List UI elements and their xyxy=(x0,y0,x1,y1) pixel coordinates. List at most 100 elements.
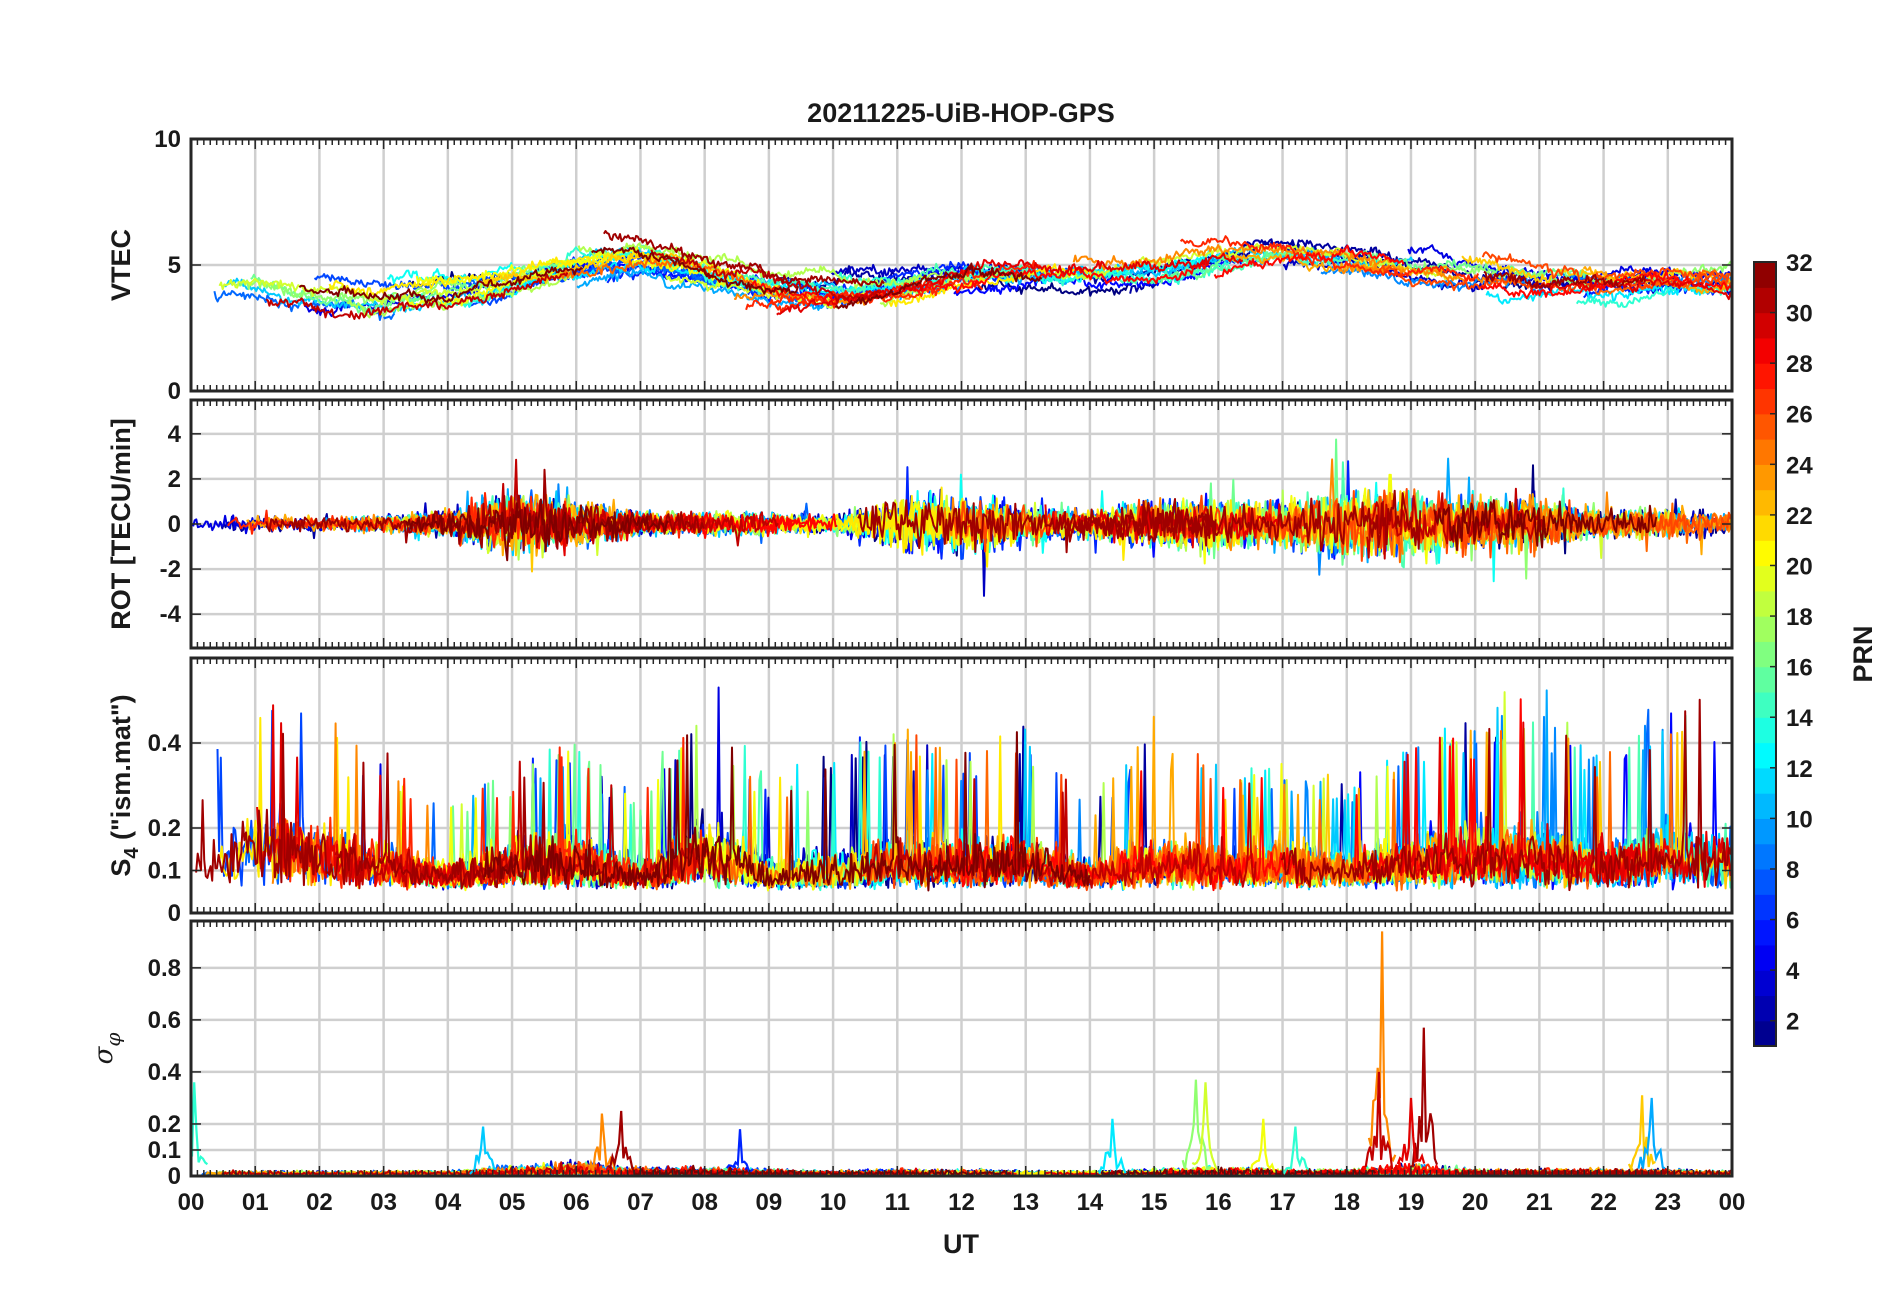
sigma-event-spike xyxy=(1364,1071,1394,1170)
colorbar-segment xyxy=(1754,489,1776,516)
x-tick-label: 10 xyxy=(820,1189,847,1216)
y-axis-label-sigma_phi: σφ xyxy=(89,1033,125,1065)
y-tick-label: 0.2 xyxy=(148,815,181,842)
x-tick-label: 11 xyxy=(885,1189,910,1216)
colorbar-segment xyxy=(1754,666,1776,693)
ticks-rot: -4 -2 0 2 4 xyxy=(160,400,1733,648)
colorbar-tick-label: 32 xyxy=(1786,250,1813,277)
colorbar-segment xyxy=(1754,995,1776,1022)
colorbar-segment xyxy=(1754,287,1776,314)
series-group-sigma_phi xyxy=(191,931,1732,1176)
y-tick-label: 0 xyxy=(168,900,181,927)
y-tick-label: 10 xyxy=(154,126,181,153)
prn-series-line xyxy=(1366,487,1547,560)
prn-series-line xyxy=(1565,830,1732,888)
colorbar-tick-label: 18 xyxy=(1786,604,1813,631)
y-tick-label: -4 xyxy=(160,601,182,628)
colorbar-tick-label: 6 xyxy=(1786,908,1799,935)
sigma-event-spike xyxy=(1181,1079,1210,1171)
x-tick-label: 16 xyxy=(1205,1189,1232,1216)
colorbar-tick-label: 22 xyxy=(1786,503,1813,530)
colorbar-segment xyxy=(1754,590,1776,617)
y-tick-label: 0.2 xyxy=(148,1111,181,1138)
colorbar-tick-label: 16 xyxy=(1786,655,1813,682)
prn-series-line xyxy=(1275,488,1511,562)
prn-series-line xyxy=(1320,264,1546,296)
prn-series-line xyxy=(1280,727,1581,892)
sigma-event-spike xyxy=(1396,1097,1426,1165)
prn-series-line xyxy=(603,230,885,288)
colorbar-tick-label: 2 xyxy=(1786,1009,1799,1036)
sigma-event-spike xyxy=(1410,1027,1439,1168)
prn-series-line xyxy=(1490,1168,1732,1176)
colorbar-segment xyxy=(1754,565,1776,592)
colorbar-tick-label: 30 xyxy=(1786,301,1813,328)
panel-s4: 0 0.1 0.2 0.4S4 ("ism.mat") xyxy=(106,656,1734,927)
y-axis-label-rot: ROT [TECU/min] xyxy=(106,418,136,629)
sigma-event-spike xyxy=(587,1113,617,1173)
colorbar-segment xyxy=(1754,970,1776,997)
prn-series-line xyxy=(591,246,799,295)
x-tick-label: 20 xyxy=(1462,1189,1489,1216)
sigma-event-spike xyxy=(725,1129,754,1173)
colorbar-segment xyxy=(1754,262,1776,288)
colorbar-tick-label: 24 xyxy=(1786,452,1813,479)
colorbar-segment xyxy=(1754,767,1776,794)
y-tick-label: 0.1 xyxy=(148,1137,181,1164)
y-tick-label: -2 xyxy=(160,556,181,583)
prn-series-line xyxy=(1589,698,1732,889)
ticks-vtec: 0 5 10 xyxy=(154,126,1733,405)
x-tick-label: 19 xyxy=(1398,1189,1425,1216)
x-tick-label: 14 xyxy=(1077,1189,1104,1216)
y-tick-label: 0.1 xyxy=(148,858,181,885)
colorbar-segment xyxy=(1754,843,1776,870)
colorbar-segment xyxy=(1754,312,1776,339)
panel-sigma_phi: 00.10.2 0.4 0.6 0.8 σφ xyxy=(89,919,1734,1190)
ticks-sigma_phi: 00.10.2 0.4 0.6 0.8 xyxy=(148,921,1733,1190)
panel-rot: -4 -2 0 2 4 ROT [TECU/min] xyxy=(106,398,1734,650)
x-tick-label: 06 xyxy=(563,1189,590,1216)
prn-series-line xyxy=(1534,278,1732,301)
series-group-vtec xyxy=(213,230,1732,321)
x-tick-label: 13 xyxy=(1012,1189,1039,1216)
prn-series-line xyxy=(463,258,857,308)
prn-series-line xyxy=(776,252,1244,316)
ticks-s4: 0 0.1 0.2 0.4 xyxy=(148,658,1733,927)
colorbar-segment xyxy=(1754,388,1776,415)
x-tick-label: 00 xyxy=(1719,1189,1746,1216)
colorbar-tick-label: 26 xyxy=(1786,402,1813,429)
prn-series-line xyxy=(1110,777,1537,891)
sigma-event-spike xyxy=(1249,1118,1277,1174)
prn-series-line xyxy=(1338,261,1522,286)
colorbar-segment xyxy=(1754,793,1776,819)
prn-series-line xyxy=(749,261,1209,302)
colorbar-segment xyxy=(1754,919,1776,946)
colorbar-segment xyxy=(1754,464,1776,491)
x-tick-labels: 00 01 02 03 04 05 06 07 08 09 10 11 12 13 14 15 16 17 18 19… xyxy=(178,1189,1746,1216)
series-group-rot xyxy=(192,438,1732,597)
x-tick-label: 04 xyxy=(434,1189,461,1216)
x-tick-label: 21 xyxy=(1526,1189,1553,1216)
colorbar-segment xyxy=(1754,616,1776,642)
colorbar-segment xyxy=(1754,894,1776,921)
x-tick-label: 05 xyxy=(499,1189,526,1216)
prn-series-line xyxy=(1481,251,1732,284)
x-axis-label: UT xyxy=(943,1229,979,1259)
colorbar-tick-label: 12 xyxy=(1786,756,1813,783)
y-axis-label-vtec: VTEC xyxy=(106,229,136,301)
y-tick-label: 0.4 xyxy=(148,1059,182,1086)
x-tick-label: 07 xyxy=(627,1189,654,1216)
y-axis-label-s4: S4 ("ism.mat") xyxy=(106,694,143,876)
series-group-s4 xyxy=(195,686,1732,892)
sigma-event-spike xyxy=(1281,1126,1310,1176)
colorbar-segment xyxy=(1754,439,1776,465)
colorbar-tick-label: 10 xyxy=(1786,806,1813,833)
prn-series-line xyxy=(539,503,715,557)
prn-series-line xyxy=(857,499,1217,554)
x-tick-label: 03 xyxy=(370,1189,397,1216)
prn-series-line xyxy=(560,255,785,293)
y-tick-label: 4 xyxy=(168,421,182,448)
